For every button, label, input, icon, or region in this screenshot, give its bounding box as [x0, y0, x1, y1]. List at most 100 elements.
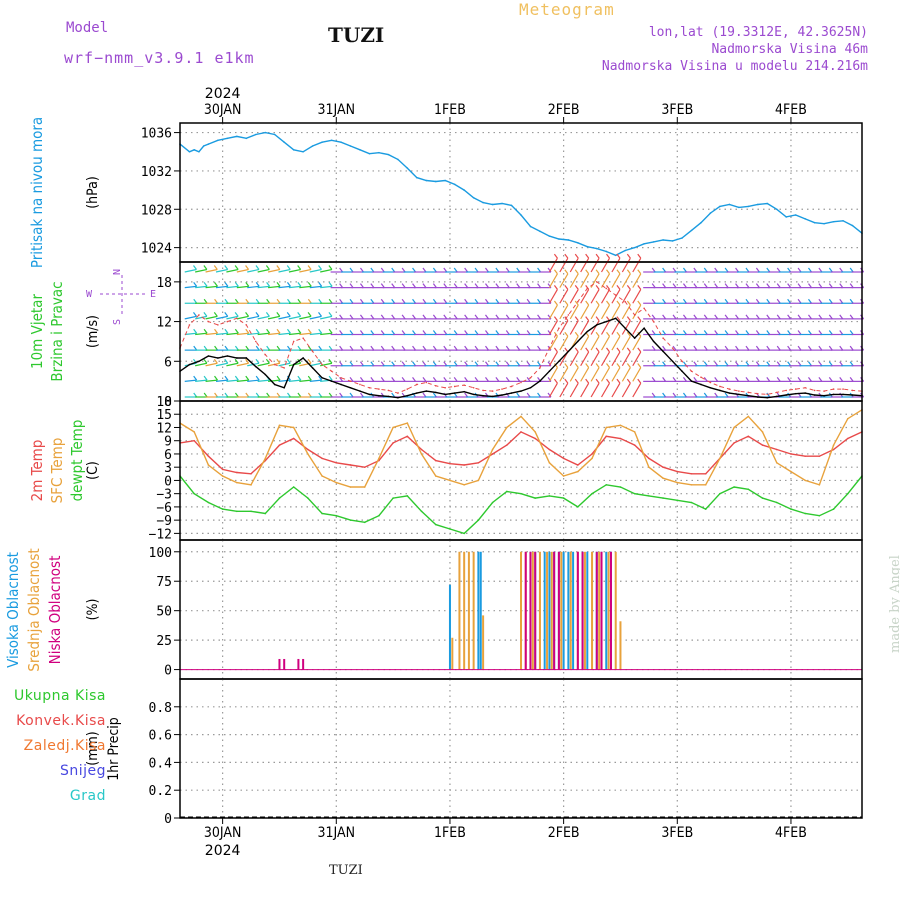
- wind-barb-flag: [297, 298, 302, 304]
- pressure-pressure-point: [202, 145, 205, 147]
- temperature-sfc-point: [577, 470, 579, 473]
- wind-barb-flag: [564, 269, 569, 275]
- station-title: TUZI: [328, 23, 385, 47]
- wind-barb-flag: [849, 298, 854, 304]
- wind-wind_gust-point: [321, 363, 323, 366]
- temperature-temp2m-point: [349, 464, 352, 466]
- temperature-sfc-point: [392, 426, 394, 429]
- wind-wind_speed-point: [700, 383, 702, 386]
- wind-barb: [226, 362, 239, 367]
- wind-barb: [548, 351, 558, 367]
- wind-wind_gust-point: [700, 376, 702, 378]
- wind-barb: [288, 285, 301, 289]
- wind-barb-flag: [574, 285, 579, 290]
- wind-wind_speed-point: [842, 393, 844, 396]
- wind-barb-flag: [505, 330, 510, 335]
- temperature-temp2m-point: [321, 457, 323, 460]
- wind-barb-flag: [828, 345, 833, 351]
- wind-barb-flag: [495, 361, 500, 367]
- wind-barb: [226, 315, 239, 320]
- wind-barb-flag: [474, 267, 479, 273]
- wind-wind_gust-point: [681, 360, 683, 363]
- temperature-dewpt-point: [846, 492, 849, 495]
- wind-barb-flag: [307, 282, 312, 287]
- wind-barb-flag: [265, 265, 270, 270]
- wind-barb-flag: [453, 361, 458, 367]
- temperature-sfc-point: [591, 457, 593, 460]
- wind-barb-flag: [495, 345, 500, 351]
- wind-barb-flag: [839, 283, 844, 288]
- wind-barb-flag: [453, 314, 458, 320]
- wind-wind_speed-point: [633, 337, 636, 339]
- clouds-mid_cloud-bar: [619, 621, 622, 670]
- wind-barb-flag: [616, 331, 621, 337]
- wind-wind_speed-point: [548, 370, 551, 373]
- wind-barb-flag: [464, 314, 469, 320]
- unit-label-pressure: (hPa): [85, 176, 101, 209]
- wind-wind_gust-point: [813, 389, 816, 392]
- wind-barb-flag: [776, 361, 781, 367]
- wind-barb-flag: [412, 377, 417, 382]
- wind-barb-flag: [662, 377, 667, 382]
- wind-wind_speed-point: [482, 394, 484, 397]
- wind-barb: [611, 289, 621, 304]
- wind-barb: [215, 379, 228, 382]
- wind-barb-flag: [585, 316, 590, 322]
- wind-barb: [236, 332, 249, 336]
- wind-barb-flag: [516, 267, 521, 273]
- wind-barb-flag: [505, 267, 510, 273]
- xtick-label-top: 3FEB: [661, 102, 693, 118]
- wind-wind_gust-point: [501, 388, 503, 390]
- wind-wind_speed-point: [397, 396, 399, 399]
- temperature-sfc-point: [832, 444, 835, 446]
- wind-wind_speed-point: [709, 386, 712, 389]
- wind-barb-flag: [495, 377, 500, 382]
- wind-barb-flag: [693, 283, 698, 288]
- temperature-temp2m-point: [619, 437, 622, 440]
- wind-barb-flag: [328, 328, 333, 334]
- wind-barb-flag: [537, 361, 542, 367]
- wind-barb: [268, 332, 281, 336]
- wind-barb-flag: [797, 345, 802, 351]
- wind-barb-flag: [234, 312, 239, 317]
- wind-barb-flag: [380, 298, 385, 304]
- wind-barb-flag: [526, 267, 531, 273]
- wind-barb-flag: [318, 328, 323, 334]
- wind-barb-flag: [682, 267, 687, 273]
- temperature-dewpt-point: [619, 486, 622, 488]
- wind-barb-flag: [328, 312, 333, 317]
- xtick-label-bottom: 30JAN: [204, 825, 242, 841]
- wind-wind_speed-point: [273, 383, 276, 386]
- wind-barb: [600, 382, 611, 398]
- wind-barb-flag: [370, 298, 375, 304]
- ytick-label-wind-0: 0: [164, 395, 172, 410]
- wind-wind_gust-point: [529, 377, 532, 379]
- temperature-sfc-point: [463, 484, 465, 486]
- wind-barb-flag: [245, 358, 250, 364]
- wind-barb-flag: [443, 267, 448, 273]
- wind-barb-flag: [422, 392, 427, 398]
- wind-barb: [632, 367, 642, 382]
- wind-wind_speed-point: [738, 393, 740, 396]
- wind-wind_speed-point: [198, 360, 200, 363]
- wind-barb-flag: [213, 312, 218, 317]
- unit-label-temperature: (C): [85, 461, 101, 480]
- ytick-label-temperature-7: 9: [164, 435, 172, 450]
- wind-barb-flag: [412, 330, 417, 335]
- temperature-dewpt-point: [406, 495, 409, 497]
- pressure-pressure-point: [671, 240, 674, 242]
- wind-barb: [611, 367, 621, 382]
- wind-barb-flag: [547, 330, 552, 335]
- wind-barb-flag: [651, 283, 656, 288]
- ytick-label-precip-4: 0.8: [149, 701, 172, 716]
- wind-barb-flag: [787, 298, 792, 304]
- wind-wind_speed-point: [757, 396, 759, 398]
- wind-barb: [580, 382, 590, 398]
- temperature-dewpt-point: [207, 501, 210, 504]
- wind-barb-flag: [818, 267, 823, 273]
- wind-barb-flag: [192, 265, 197, 270]
- temperature-dewpt-point: [520, 492, 522, 495]
- clouds-low_cloud-bar: [283, 658, 286, 670]
- temperature-dewpt-point: [605, 484, 608, 486]
